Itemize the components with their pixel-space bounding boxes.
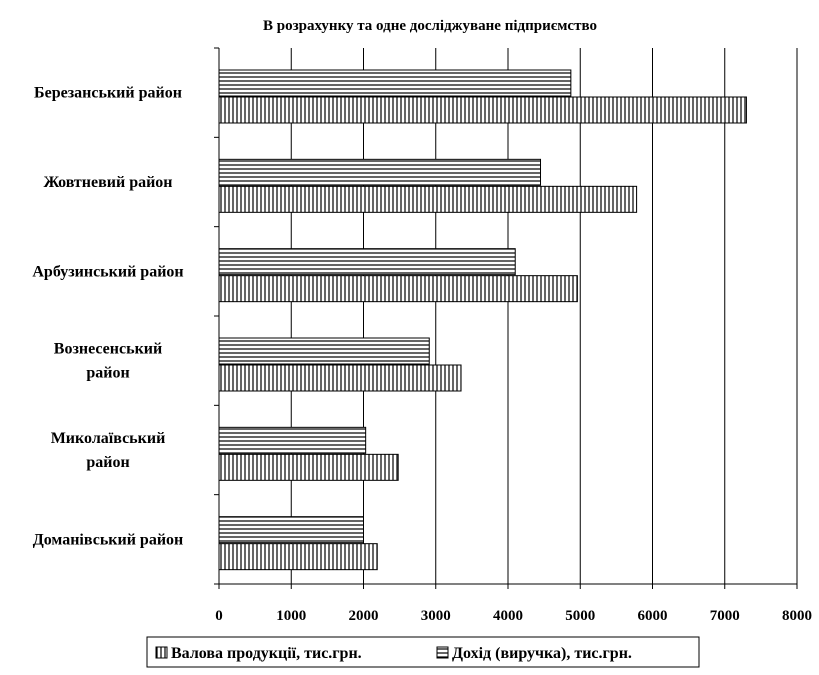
bar-gross-product [218,275,578,303]
bar-income [218,248,516,276]
bar-gross-product [218,453,399,481]
category-label-line: Миколаївський [51,430,166,447]
bar-gross-product [218,96,747,124]
category-label: Доманівський район [33,531,184,548]
category-labels: Березанський район Жовтневий район Арбузин… [32,85,183,549]
chart-title: В розрахунку та одне досліджуване підпри… [263,18,597,34]
bar-income [218,426,367,454]
legend: Валова продукції, тис.грн. Дохід (виручк… [146,636,700,668]
bar-income [218,516,364,544]
x-tick-label: 4000 [493,608,523,624]
bar-income [218,337,430,365]
bar-gross-product [218,185,638,213]
category-label-line: район [86,454,129,471]
legend-swatch-income [436,646,449,659]
bar-income [218,158,542,186]
category-label: Вознесенський район [54,341,162,382]
x-tick-label: 2000 [349,608,379,624]
x-tick-label: 7000 [710,608,740,624]
legend-label-gross-product: Валова продукції, тис.грн. [171,645,362,662]
x-tick-label: 3000 [421,608,451,624]
category-label-line: Арбузинський район [32,263,183,280]
bar-gross-product [218,543,378,571]
grid [290,48,798,584]
x-tick-label: 8000 [782,608,812,624]
legend-label-income: Дохід (виручка), тис.грн. [452,645,632,662]
legend-frame [146,636,700,668]
bar-gross-product [218,364,462,392]
category-label-line: район [86,365,129,382]
x-tick-label: 0 [215,608,223,624]
category-label-line: Доманівський район [33,531,184,548]
x-tick-label: 6000 [638,608,668,624]
x-tick-label: 1000 [276,608,306,624]
axes [214,47,798,589]
bar-income [218,69,572,97]
legend-swatch-gross-product [155,646,168,659]
bars [218,69,747,571]
category-label-line: Жовтневий район [43,174,172,191]
category-label: Арбузинський район [32,263,183,280]
x-tick-labels: 0 1000 2000 3000 4000 5000 6000 7000 8000 [215,608,812,624]
x-tick-label: 5000 [565,608,595,624]
category-label: Миколаївський район [51,430,166,471]
category-label: Жовтневий район [43,174,172,191]
category-label-line: Березанський район [34,85,182,102]
category-label-line: Вознесенський [54,341,162,358]
category-label: Березанський район [34,85,182,102]
